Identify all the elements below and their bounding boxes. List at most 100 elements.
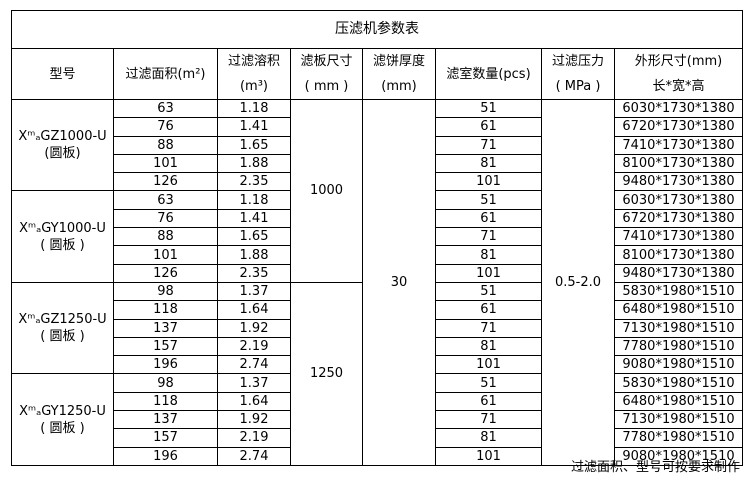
chambers-cell: 81 xyxy=(435,336,542,357)
chambers-cell: 61 xyxy=(435,117,542,137)
volume-cell: 2.19 xyxy=(217,428,291,448)
header-plate-size: 滤板尺寸( mm ) xyxy=(290,48,363,100)
chambers-cell: 71 xyxy=(435,227,542,247)
volume-cell: 1.18 xyxy=(217,98,291,119)
header-cake-thickness: 滤饼厚度 (mm) xyxy=(362,48,436,100)
table-row: 196 2.74 101 9080*1980*1510 xyxy=(12,446,743,466)
footnote: 过滤面积、型号可按要求制作 xyxy=(570,460,740,475)
volume-cell: 1.37 xyxy=(217,281,291,302)
volume-cell: 2.19 xyxy=(217,336,291,357)
area-cell: 157 xyxy=(113,336,218,357)
chambers-cell: 71 xyxy=(435,410,542,430)
area-cell: 88 xyxy=(113,135,218,155)
chambers-cell: 101 xyxy=(435,172,542,192)
table-row: 137 1.92 71 7130*1980*1510 xyxy=(12,410,743,430)
model-cell: XᵐₐGZ1000-U (圆板) xyxy=(11,98,114,192)
table-row: XᵐₐGZ1000-U (圆板) 63 1.18 1000 30 51 0.5-2.0 6030… xyxy=(11,98,743,466)
volume-cell: 1.18 xyxy=(217,190,291,210)
filter-press-parameter-table: 压滤机参数表 型号 过滤面积(m²) 过滤溶积 (m³) 滤板尺寸( mm ) 滤… xyxy=(11,10,743,466)
volume-cell: 2.35 xyxy=(217,172,291,192)
area-cell: 137 xyxy=(113,410,218,430)
header-volume: 过滤溶积 (m³) xyxy=(217,48,291,100)
chambers-cell: 61 xyxy=(435,391,542,412)
dimensions-cell: 7780*1980*1510 xyxy=(614,336,743,357)
table-row: XᵐₐGZ1250-U( 圆板 ) 98 1.37 1250 51 5830*1980*1… xyxy=(11,281,743,466)
volume-cell: 1.92 xyxy=(217,318,291,338)
area-cell: 63 xyxy=(113,98,218,119)
dimensions-cell: 8100*1730*1380 xyxy=(614,153,743,174)
model-name: XᵐₐGY1250-U xyxy=(19,403,106,419)
chambers-cell: 71 xyxy=(435,318,542,338)
model-name: XᵐₐGZ1250-U xyxy=(18,312,107,328)
header-chambers: 滤室数量(pcs) xyxy=(435,48,542,100)
area-cell: 126 xyxy=(113,172,218,192)
volume-cell: 2.74 xyxy=(217,355,291,375)
area-cell: 157 xyxy=(113,428,218,448)
chambers-cell: 51 xyxy=(435,190,542,210)
chambers-cell: 51 xyxy=(435,98,542,119)
area-cell: 76 xyxy=(113,117,218,137)
table-row: 88 1.65 71 7410*1730*1380 xyxy=(12,227,743,247)
volume-cell: 1.88 xyxy=(217,153,291,174)
model-cell: XᵐₐGY1000-U( 圆板 ) xyxy=(11,190,114,283)
volume-cell: 1.64 xyxy=(217,391,291,412)
volume-cell: 1.65 xyxy=(217,135,291,155)
volume-cell: 2.35 xyxy=(217,263,291,283)
volume-cell: 1.64 xyxy=(217,300,291,320)
chambers-cell: 81 xyxy=(435,428,542,448)
area-cell: 196 xyxy=(113,355,218,375)
header-area: 过滤面积(m²) xyxy=(113,48,218,100)
table-row: 126 2.35 101 9480*1730*1380 xyxy=(12,263,743,283)
table-row: 101 1.88 81 8100*1730*1380 xyxy=(12,153,743,174)
area-cell: 88 xyxy=(113,227,218,247)
dimensions-cell: 9480*1730*1380 xyxy=(614,172,743,192)
dimensions-cell: 7130*1980*1510 xyxy=(614,318,743,338)
dimensions-cell: 7410*1730*1380 xyxy=(614,227,743,247)
area-cell: 98 xyxy=(113,373,218,393)
dimensions-cell: 9080*1980*1510 xyxy=(614,355,743,375)
chambers-cell: 101 xyxy=(435,263,542,283)
volume-cell: 1.92 xyxy=(217,410,291,430)
area-cell: 137 xyxy=(113,318,218,338)
area-cell: 126 xyxy=(113,263,218,283)
header-dimensions: 外形尺寸(mm) 长*宽*高 xyxy=(614,48,743,100)
dimensions-cell: 7130*1980*1510 xyxy=(614,410,743,430)
table-row: 137 1.92 71 7130*1980*1510 xyxy=(12,318,743,338)
model-note: ( 圆板 ) xyxy=(40,329,85,345)
dimensions-cell: 7410*1730*1380 xyxy=(614,135,743,155)
chambers-cell: 81 xyxy=(435,153,542,174)
volume-cell: 1.65 xyxy=(217,227,291,247)
model-note: (圆板) xyxy=(44,146,81,162)
dimensions-cell: 5830*1980*1510 xyxy=(614,373,743,393)
model-note: ( 圆板 ) xyxy=(40,237,85,253)
area-cell: 101 xyxy=(113,153,218,174)
area-cell: 101 xyxy=(113,245,218,265)
pressure-cell: 0.5-2.0 xyxy=(541,99,615,466)
area-cell: 98 xyxy=(113,281,218,302)
volume-cell: 1.41 xyxy=(217,117,291,137)
area-cell: 118 xyxy=(113,300,218,320)
table-row: 126 2.35 101 9480*1730*1380 xyxy=(12,172,743,192)
table-row: 76 1.41 61 6720*1730*1380 xyxy=(12,208,743,229)
volume-cell: 1.37 xyxy=(217,373,291,393)
table-row: 157 2.19 81 7780*1980*1510 xyxy=(12,336,743,357)
dimensions-cell: 6030*1730*1380 xyxy=(614,98,743,119)
dimensions-cell: 7780*1980*1510 xyxy=(614,428,743,448)
table-row: XᵐₐGY1250-U( 圆板 ) 98 1.37 51 5830*1980*1510 xyxy=(11,373,743,466)
dimensions-cell: 6480*1980*1510 xyxy=(614,300,743,320)
model-cell: XᵐₐGY1250-U( 圆板 ) xyxy=(11,373,114,466)
table-row: 118 1.64 61 6480*1980*1510 xyxy=(12,391,743,412)
model-name: XᵐₐGY1000-U xyxy=(19,220,106,236)
dimensions-cell: 8100*1730*1380 xyxy=(614,245,743,265)
dimensions-cell: 6030*1730*1380 xyxy=(614,190,743,210)
table-title: 压滤机参数表 xyxy=(11,10,743,49)
area-cell: 76 xyxy=(113,208,218,229)
table-row: XᵐₐGY1000-U( 圆板 ) 63 1.18 51 6030*1730*1380 xyxy=(11,190,743,283)
volume-cell: 1.88 xyxy=(217,245,291,265)
dimensions-cell: 6720*1730*1380 xyxy=(614,208,743,229)
header-pressure: 过滤压力( MPa ) xyxy=(541,48,615,100)
area-cell: 196 xyxy=(113,446,218,466)
chambers-cell: 61 xyxy=(435,300,542,320)
model-name: XᵐₐGZ1000-U xyxy=(18,129,107,145)
dimensions-cell: 9480*1730*1380 xyxy=(614,263,743,283)
